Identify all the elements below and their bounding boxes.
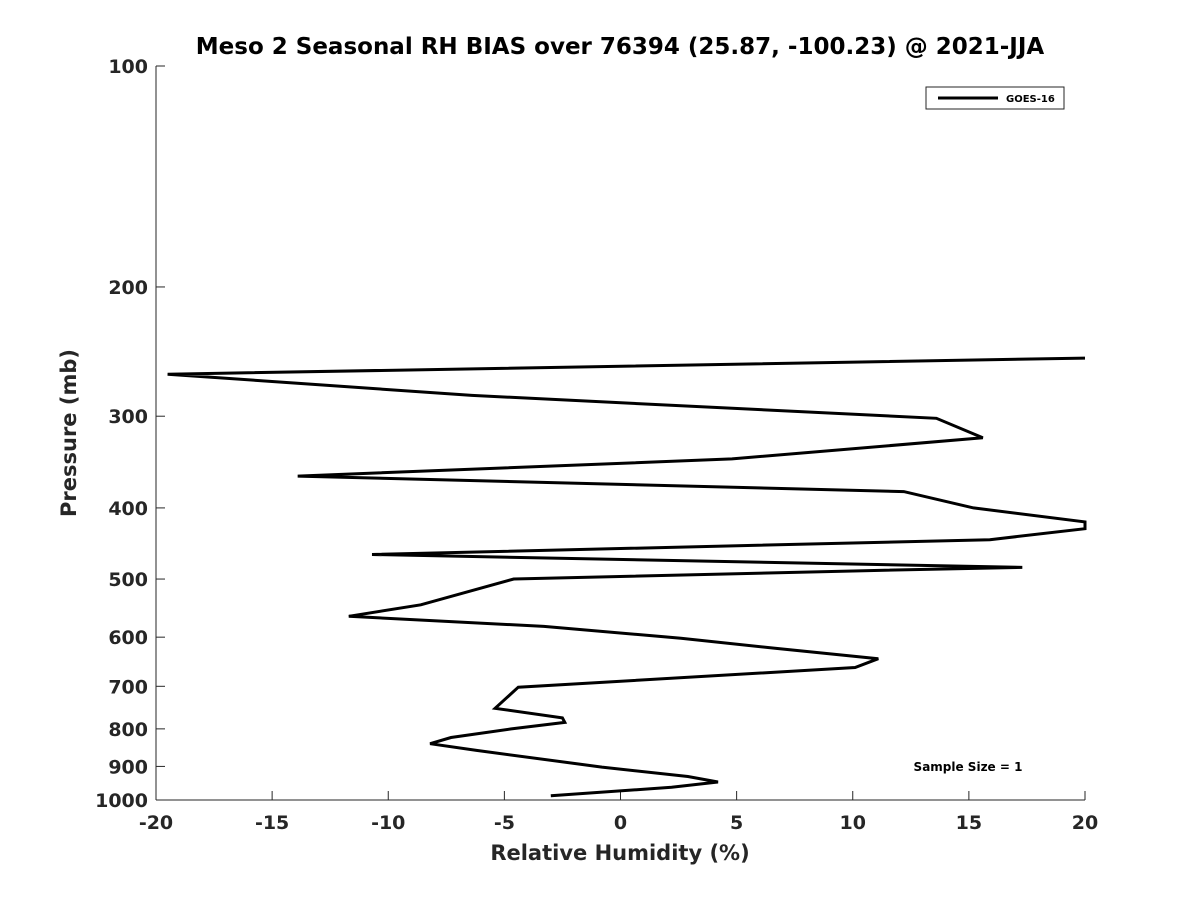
y-tick-label: 400 [108,498,148,520]
x-tick-label: -10 [371,812,405,834]
y-tick-label: 700 [108,676,148,698]
y-axis-ticks: 100 200 300 400 500 600 700 800 900 1000 [95,56,165,812]
x-tick-label: -15 [255,812,289,834]
y-tick-label: 100 [108,56,148,78]
legend: GOES-16 [925,86,1065,110]
x-tick-label: -20 [139,812,173,834]
x-axis-ticks: -20 -15 -10 -5 0 5 10 15 20 [139,791,1098,834]
x-tick-label: 20 [1072,812,1098,834]
plot-series [167,356,1087,798]
y-axis-label: Pressure (mb) [57,349,81,517]
x-tick-label: -5 [494,812,515,834]
x-axis-label: Relative Humidity (%) [490,841,749,865]
x-tick-label: 5 [730,812,743,834]
x-tick-label: 15 [956,812,982,834]
sample-size-annotation: Sample Size = 1 [914,760,1023,774]
x-tick-label: 0 [614,812,627,834]
y-tick-label: 600 [108,627,148,649]
x-tick-label: 10 [840,812,866,834]
y-tick-label: 500 [108,569,148,591]
y-tick-label: 800 [108,719,148,741]
chart-title: Meso 2 Seasonal RH BIAS over 76394 (25.8… [196,34,1045,60]
y-tick-label: 200 [108,277,148,299]
series-line-goes-16 [167,356,1087,798]
y-tick-label: 300 [108,406,148,428]
legend-label: GOES-16 [1006,94,1055,105]
y-tick-label: 900 [108,756,148,778]
y-tick-label: 1000 [95,790,148,812]
